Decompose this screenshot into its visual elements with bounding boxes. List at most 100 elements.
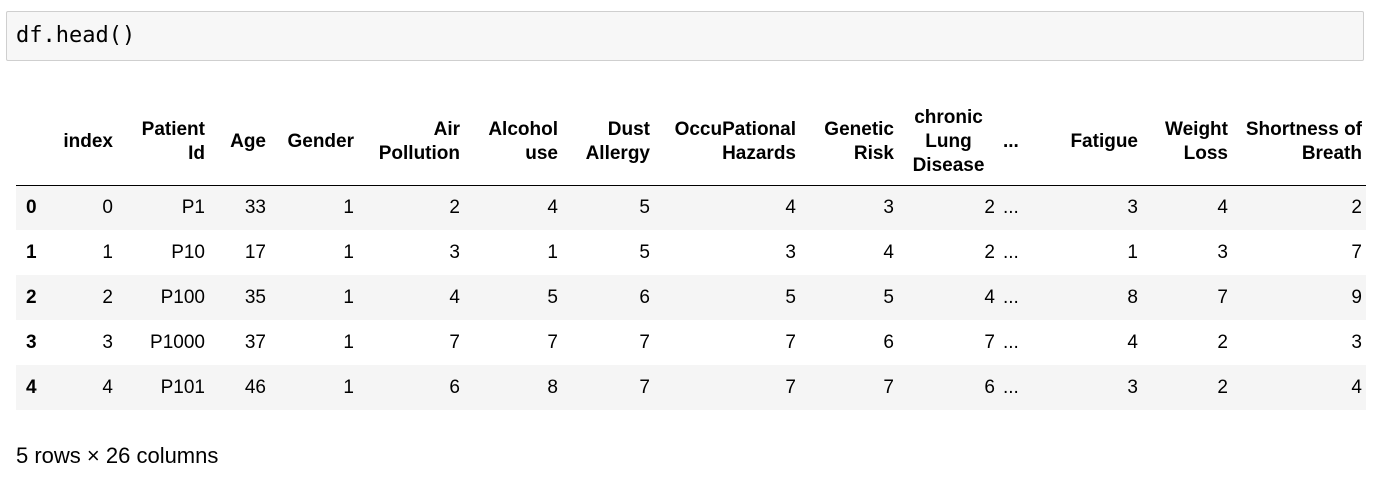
table-cell: 4 <box>547 196 558 218</box>
table-cell: 8 <box>547 376 558 398</box>
table-cell: 7 <box>785 331 796 353</box>
table-cell: 4 <box>785 196 796 218</box>
table-cell-ellipsis: ... <box>1003 241 1019 263</box>
table-cell: 7 <box>1217 286 1228 308</box>
table-cell: 3 <box>883 196 894 218</box>
table-row: 1 1 P10 17 1 3 1 5 3 4 2 ... 1 3 7 <box>16 230 1366 275</box>
table-cell: 2 <box>984 241 995 263</box>
dataframe-table: index Patient Id Age Gender Air Pollutio… <box>16 100 1366 410</box>
table-cell: 0 <box>102 196 113 218</box>
table-cell: 33 <box>244 196 266 218</box>
table-cell-ellipsis: ... <box>1003 286 1019 308</box>
column-header: Air Pollution <box>358 100 464 186</box>
column-header: Dust Allergy <box>562 100 654 186</box>
table-cell: 2 <box>984 196 995 218</box>
table-cell: 3 <box>449 241 460 263</box>
table-row: 4 4 P101 46 1 6 8 7 7 7 6 ... 3 2 4 <box>16 365 1366 410</box>
table-cell: 2 <box>449 196 460 218</box>
table-cell: 5 <box>547 286 558 308</box>
table-cell: 2 <box>1217 331 1228 353</box>
table-cell: P10 <box>171 241 205 263</box>
table-cell: 35 <box>244 286 266 308</box>
table-cell: 1 <box>343 196 354 218</box>
table-cell: 4 <box>883 241 894 263</box>
table-cell: 7 <box>785 376 796 398</box>
table-cell: P101 <box>160 376 205 398</box>
column-header: Shortness of Breath <box>1232 100 1366 186</box>
table-cell: 7 <box>449 331 460 353</box>
column-header: index <box>50 100 117 186</box>
table-cell: 7 <box>883 376 894 398</box>
column-header-ellipsis: ... <box>999 100 1040 186</box>
code-source[interactable]: df.head() <box>16 23 136 48</box>
column-header: Patient Id <box>117 100 209 186</box>
column-header: Alcohol use <box>464 100 562 186</box>
header-row: index Patient Id Age Gender Air Pollutio… <box>16 100 1366 186</box>
code-cell[interactable]: df.head() <box>6 11 1364 61</box>
table-cell: 8 <box>1127 286 1138 308</box>
table-header: index Patient Id Age Gender Air Pollutio… <box>16 100 1366 186</box>
table-cell: 2 <box>102 286 113 308</box>
table-cell: 7 <box>639 331 650 353</box>
row-index: 1 <box>26 241 37 263</box>
table-cell: 4 <box>1351 376 1362 398</box>
table-cell: 2 <box>1217 376 1228 398</box>
table-cell: 3 <box>785 241 796 263</box>
dataframe-output: index Patient Id Age Gender Air Pollutio… <box>16 100 1366 410</box>
table-row: 3 3 P1000 37 1 7 7 7 7 6 7 ... 4 2 3 <box>16 320 1366 365</box>
table-cell: 5 <box>639 241 650 263</box>
table-cell-ellipsis: ... <box>1003 376 1019 398</box>
table-cell: 3 <box>1217 241 1228 263</box>
table-cell: 1 <box>343 331 354 353</box>
table-cell: 4 <box>984 286 995 308</box>
table-cell: 3 <box>1127 196 1138 218</box>
row-index: 4 <box>26 376 37 398</box>
table-cell: 3 <box>1351 331 1362 353</box>
table-cell: P100 <box>160 286 205 308</box>
table-cell: 3 <box>1127 376 1138 398</box>
row-index: 3 <box>26 331 37 353</box>
table-cell: 37 <box>244 331 266 353</box>
table-cell: 6 <box>639 286 650 308</box>
table-cell: 1 <box>343 376 354 398</box>
table-cell: 4 <box>102 376 113 398</box>
row-index: 0 <box>26 196 37 218</box>
table-cell: 1 <box>102 241 113 263</box>
table-cell: 1 <box>547 241 558 263</box>
table-row: 2 2 P100 35 1 4 5 6 5 5 4 ... 8 7 9 <box>16 275 1366 320</box>
table-cell: 17 <box>244 241 266 263</box>
table-cell: 7 <box>984 331 995 353</box>
table-cell: P1 <box>181 196 205 218</box>
table-cell: 3 <box>102 331 113 353</box>
table-cell: 7 <box>547 331 558 353</box>
table-cell: 4 <box>449 286 460 308</box>
column-header: chronic Lung Disease <box>898 100 999 186</box>
table-cell: 7 <box>1351 241 1362 263</box>
column-header: Age <box>209 100 270 186</box>
column-header: Genetic Risk <box>800 100 898 186</box>
table-cell: 1 <box>1127 241 1138 263</box>
table-cell: 1 <box>343 286 354 308</box>
table-cell: P1000 <box>150 331 205 353</box>
table-row: 0 0 P1 33 1 2 4 5 4 3 2 ... 3 4 2 <box>16 185 1366 230</box>
column-header: OccuPational Hazards <box>654 100 800 186</box>
table-cell: 4 <box>1217 196 1228 218</box>
table-cell: 2 <box>1351 196 1362 218</box>
table-cell: 1 <box>343 241 354 263</box>
column-header: Weight Loss <box>1142 100 1232 186</box>
table-cell: 46 <box>244 376 266 398</box>
table-cell: 6 <box>883 331 894 353</box>
table-cell: 9 <box>1351 286 1362 308</box>
table-cell: 6 <box>984 376 995 398</box>
table-body: 0 0 P1 33 1 2 4 5 4 3 2 ... 3 4 2 1 1 P1… <box>16 185 1366 410</box>
column-header: Fatigue <box>1040 100 1142 186</box>
table-cell: 6 <box>449 376 460 398</box>
column-header-index-blank <box>16 100 50 186</box>
column-header: Gender <box>270 100 358 186</box>
table-cell: 5 <box>639 196 650 218</box>
table-cell: 7 <box>639 376 650 398</box>
table-cell-ellipsis: ... <box>1003 196 1019 218</box>
table-cell: 5 <box>883 286 894 308</box>
table-cell: 4 <box>1127 331 1138 353</box>
row-index: 2 <box>26 286 37 308</box>
